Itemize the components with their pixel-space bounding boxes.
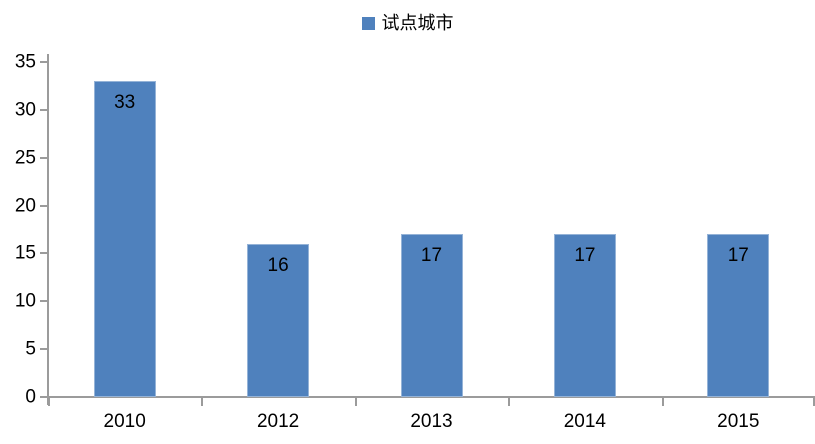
- bar-2014: [553, 234, 616, 397]
- y-axis-tick: [40, 204, 48, 207]
- bar-value-label: 17: [727, 245, 749, 267]
- y-axis-tick-label: 0: [25, 386, 36, 408]
- y-axis-tick-label: 25: [14, 147, 36, 169]
- x-axis-tick: [661, 398, 664, 406]
- bar-2015: [707, 234, 770, 397]
- bar-value-label: 16: [267, 254, 289, 276]
- bar-2012: [247, 243, 310, 397]
- x-axis-tick: [201, 398, 204, 406]
- bar-2013: [400, 234, 463, 397]
- legend-label: 试点城市: [381, 13, 454, 33]
- chart-legend: 试点城市: [0, 14, 815, 32]
- x-axis-category-label: 2013: [410, 411, 453, 432]
- x-axis-category-label: 2012: [256, 411, 300, 432]
- y-axis-tick: [40, 61, 48, 63]
- bar-value-label: 17: [574, 245, 596, 267]
- y-axis-tick-label: 5: [25, 338, 36, 360]
- x-axis-category-label: 2015: [717, 411, 760, 432]
- x-axis-category-label: 2010: [103, 411, 146, 432]
- x-axis-tick: [48, 398, 50, 406]
- bar-value-label: 33: [114, 92, 136, 114]
- y-axis-tick: [40, 156, 48, 159]
- x-axis-tick: [813, 398, 815, 406]
- x-axis-tick: [508, 398, 511, 406]
- y-axis-tick-label: 30: [14, 99, 36, 121]
- y-axis-tick: [40, 396, 48, 398]
- x-axis-tick: [354, 398, 357, 406]
- x-axis-category-label: 2014: [563, 411, 607, 432]
- y-axis-tick-label: 10: [14, 290, 36, 312]
- y-axis-tick: [40, 252, 48, 255]
- bar-2010: [93, 81, 156, 397]
- y-axis-line: [47, 54, 49, 405]
- y-axis-tick: [40, 348, 48, 351]
- y-axis-tick: [40, 300, 48, 303]
- y-axis-tick-label: 20: [14, 195, 36, 217]
- legend-marker-icon: [361, 16, 375, 30]
- y-axis-tick-label: 35: [14, 51, 36, 73]
- y-axis-tick-label: 15: [14, 242, 36, 264]
- y-axis-tick: [40, 108, 48, 111]
- x-axis-line: [47, 396, 815, 398]
- bar-value-label: 17: [420, 245, 443, 267]
